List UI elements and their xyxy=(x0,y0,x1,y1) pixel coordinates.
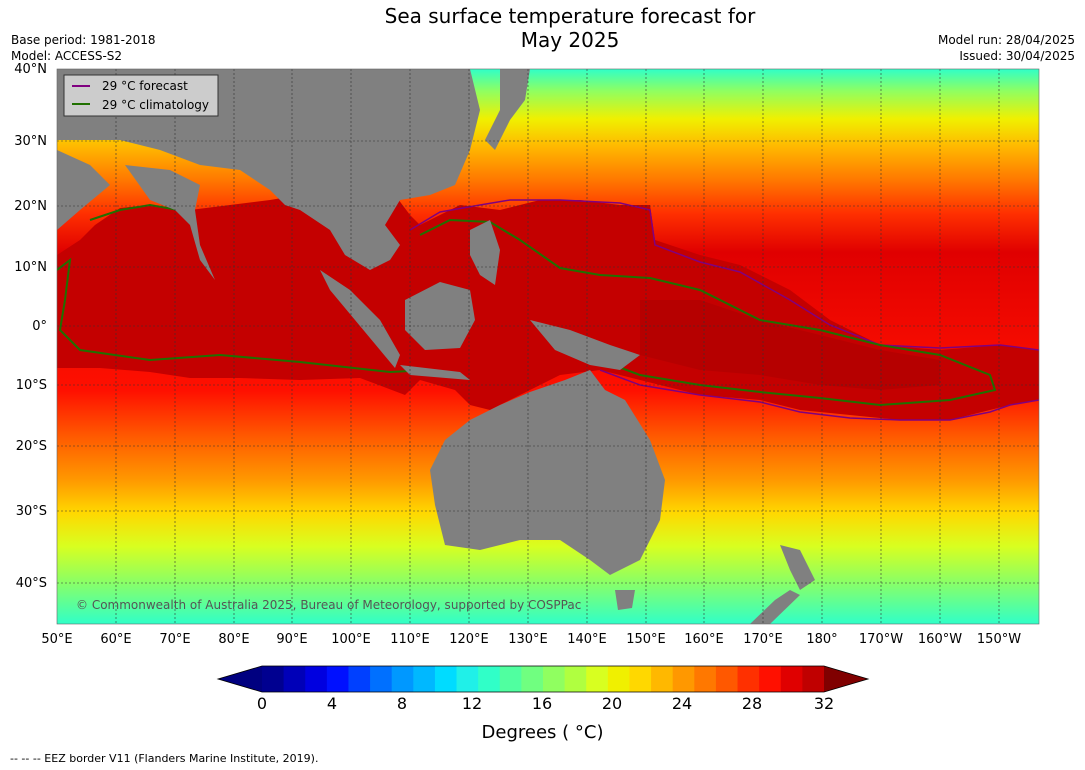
eez-footnote: -- -- -- EEZ border V11 (Flanders Marine… xyxy=(10,752,319,765)
colorbar-swatch xyxy=(456,666,479,692)
legend-box xyxy=(63,74,219,117)
colorbar-swatch xyxy=(370,666,393,692)
metadata-left: Base period: 1981-2018 Model: ACCESS-S2 xyxy=(11,32,156,64)
lon-label-150w: 150°W xyxy=(976,632,1022,647)
colorbar-tick-16: 16 xyxy=(531,694,553,713)
graticule xyxy=(57,69,1039,624)
colorbar-swatch xyxy=(391,666,414,692)
legend-climatology-label: 29 °C climatology xyxy=(102,98,209,112)
colorbar-over-arrow xyxy=(824,666,868,692)
colorbar-swatch xyxy=(586,666,609,692)
land-new-zealand xyxy=(750,545,815,624)
lat-label-0: 0° xyxy=(32,319,47,334)
colorbar-tick-28: 28 xyxy=(741,694,763,713)
colorbar-tick-8: 8 xyxy=(396,694,408,713)
base-period: Base period: 1981-2018 xyxy=(11,33,156,47)
title-line-2: May 2025 xyxy=(520,28,620,52)
colorbar-swatch xyxy=(413,666,436,692)
colorbar-label: Degrees ( °C) xyxy=(481,722,604,743)
lat-label-10n: 10°N xyxy=(14,260,47,275)
land-philippines xyxy=(470,220,500,285)
model-name: Model: ACCESS-S2 xyxy=(11,49,123,63)
model-run: Model run: 28/04/2025 xyxy=(937,33,1075,47)
lon-label-50e: 50°E xyxy=(41,632,73,647)
colorbar-swatch xyxy=(434,666,458,692)
lon-label-130e: 130°E xyxy=(508,632,548,647)
colorbar-swatch xyxy=(543,666,566,692)
land xyxy=(57,69,815,624)
lat-label-30n: 30°N xyxy=(14,134,47,149)
colorbar-tick-0: 0 xyxy=(256,694,268,713)
lon-label-170e: 170°E xyxy=(743,632,783,647)
lat-label-20s: 20°S xyxy=(15,439,47,454)
colorbar-swatch xyxy=(521,666,544,692)
colorbar-swatch xyxy=(478,666,501,692)
colorbar-swatch xyxy=(348,666,371,692)
map-title: Sea surface temperature forecast for May… xyxy=(0,4,1085,52)
land-arabia xyxy=(57,150,110,230)
lat-label-30s: 30°S xyxy=(15,504,47,519)
colorbar-tick-4: 4 xyxy=(326,694,338,713)
land-tasmania xyxy=(615,590,635,610)
lon-label-180: 180° xyxy=(806,632,838,647)
lat-label-10s: 10°S xyxy=(15,378,47,393)
colorbar-swatch xyxy=(651,666,674,692)
colorbar-swatch xyxy=(629,666,652,692)
map-frame xyxy=(56,68,1040,625)
colorbar xyxy=(216,665,870,693)
colorbar-swatch xyxy=(694,666,717,692)
land-india xyxy=(125,165,215,280)
colorbar-swatch xyxy=(283,666,306,692)
land-australia xyxy=(430,370,665,575)
colorbar-tick-20: 20 xyxy=(601,694,623,713)
issued-date: Issued: 30/04/2025 xyxy=(959,49,1075,63)
lon-label-150e: 150°E xyxy=(626,632,666,647)
land-japan xyxy=(485,69,530,150)
lon-label-160w: 160°W xyxy=(917,632,963,647)
colorbar-tick-24: 24 xyxy=(671,694,693,713)
colorbar-swatch xyxy=(780,666,803,692)
colorbar-under-arrow xyxy=(218,666,262,692)
land-new-guinea xyxy=(530,320,640,370)
colorbar-swatch xyxy=(262,666,285,692)
lon-label-80e: 80°E xyxy=(218,632,250,647)
lon-label-160e: 160°E xyxy=(684,632,724,647)
colorbar-swatch xyxy=(802,666,825,692)
forecast-29c-contour xyxy=(409,199,1039,421)
lat-label-20n: 20°N xyxy=(14,199,47,214)
lon-label-170w: 170°W xyxy=(858,632,904,647)
colorbar-swatch xyxy=(759,666,782,692)
colorbar-swatch xyxy=(715,666,739,692)
climatology-29c-contour xyxy=(57,203,997,407)
land-sumatra-java xyxy=(320,270,470,380)
copyright-notice: © Commonwealth of Australia 2025, Bureau… xyxy=(76,598,581,612)
warm-pool-core xyxy=(640,300,940,390)
lon-label-70e: 70°E xyxy=(159,632,191,647)
colorbar-swatch xyxy=(737,666,760,692)
land-asia xyxy=(57,69,480,270)
title-line-1: Sea surface temperature forecast for xyxy=(384,4,756,28)
lat-label-40s: 40°S xyxy=(15,576,47,591)
legend-forecast-label: 29 °C forecast xyxy=(102,79,188,93)
colorbar-tick-32: 32 xyxy=(813,694,835,713)
map-legend: 29 °C forecast 29 °C climatology xyxy=(63,74,219,117)
colorbar-swatch xyxy=(499,666,522,692)
colorbar-swatch xyxy=(564,666,587,692)
lat-label-40n: 40°N xyxy=(14,62,47,77)
lon-label-120e: 120°E xyxy=(449,632,489,647)
land-borneo xyxy=(405,282,475,350)
lon-label-60e: 60°E xyxy=(100,632,132,647)
lon-label-90e: 90°E xyxy=(276,632,308,647)
colorbar-swatch xyxy=(607,666,630,692)
colorbar-outline xyxy=(216,665,870,693)
colorbar-tick-12: 12 xyxy=(461,694,483,713)
colorbar-swatch xyxy=(672,666,695,692)
colorbar-swatch xyxy=(326,666,349,692)
metadata-right: Model run: 28/04/2025 Issued: 30/04/2025 xyxy=(938,32,1075,64)
lon-label-140e: 140°E xyxy=(567,632,607,647)
colorbar-swatch xyxy=(305,666,328,692)
lon-label-110e: 110°E xyxy=(390,632,430,647)
lon-label-100e: 100°E xyxy=(331,632,371,647)
